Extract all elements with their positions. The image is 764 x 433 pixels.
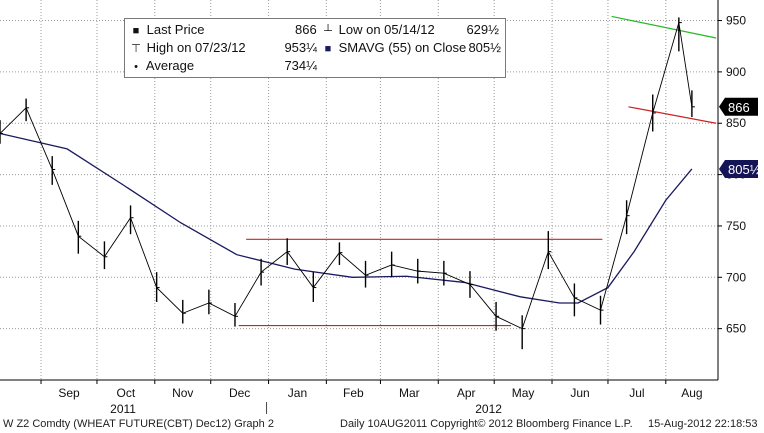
legend-smavg-value: 805½ <box>468 40 501 55</box>
legend-low-value: 629½ <box>466 22 499 37</box>
x-tick-label: Feb <box>343 386 364 400</box>
x-tick-label: Jun <box>570 386 589 400</box>
y-tick-label: 850 <box>726 116 746 130</box>
footer-timestamp: 15-Aug-2012 22:18:53 <box>648 418 758 430</box>
y-tick-label: 900 <box>726 65 746 79</box>
legend-average-label: Average <box>145 58 195 73</box>
legend-last-price-label: Last Price <box>146 22 205 37</box>
average-dot-icon: • <box>134 61 138 73</box>
x-tick-label: May <box>512 386 535 400</box>
series-line-last-price <box>0 22 693 330</box>
price-tag <box>719 97 758 116</box>
legend-last-price-value: 866 <box>295 22 317 37</box>
x-tick-label: Apr <box>457 386 476 400</box>
legend-low-label: Low on 05/14/12 <box>338 22 435 37</box>
footer-copyright: Daily 10AUG2011 Copyright© 2012 Bloomber… <box>340 418 633 430</box>
footer-security-label: W Z2 Comdty (WHEAT FUTURE(CBT) Dec12) Gr… <box>3 418 274 430</box>
x-tick-label: Aug <box>681 386 702 400</box>
y-tick-label: 750 <box>726 219 746 233</box>
low-marker-icon: ┴ <box>324 25 332 37</box>
legend-smavg-label: SMAVG (55) on Close <box>338 40 467 55</box>
smavg-square-icon: ■ <box>324 43 332 55</box>
price-tag-label: 805½ <box>728 162 761 177</box>
legend-item-low: ┴ Low on 05/14/12 <box>321 21 435 38</box>
legend-high-label: High on 07/23/12 <box>146 40 246 55</box>
x-tick-label: Nov <box>172 386 193 400</box>
legend-item-smavg: ■ SMAVG (55) on Close <box>321 39 467 56</box>
legend-high-value: 953¼ <box>284 40 317 55</box>
series-line-smavg <box>0 132 693 304</box>
x-tick-label: Dec <box>229 386 250 400</box>
y-tick-label: 650 <box>726 322 746 336</box>
x-tick-label: Jul <box>629 386 644 400</box>
last-price-square-icon: ■ <box>132 25 140 37</box>
price-tag-label: 866 <box>728 100 750 115</box>
x-tick-label: Sep <box>58 386 80 400</box>
y-tick-label: 950 <box>726 14 746 28</box>
legend-average-value: 734¼ <box>284 58 317 73</box>
price-tag <box>719 159 758 178</box>
year-label: 2011 <box>110 402 136 416</box>
year-label: 2012 <box>475 402 502 416</box>
x-tick-label: Oct <box>117 386 136 400</box>
chart-footer: W Z2 Comdty (WHEAT FUTURE(CBT) Dec12) Gr… <box>0 416 764 433</box>
legend-item-last-price: ■ Last Price <box>129 21 205 38</box>
trend-line <box>628 106 717 124</box>
x-tick-label: Jan <box>288 386 307 400</box>
trend-line <box>611 15 717 39</box>
x-tick-label: Mar <box>399 386 420 400</box>
chart-legend: ■ Last Price 866 ┴ Low on 05/14/12 629½ … <box>124 18 506 78</box>
legend-item-high: ⊤ High on 07/23/12 <box>129 39 246 56</box>
legend-item-average: • Average <box>129 57 194 74</box>
y-tick-label: 700 <box>726 270 746 284</box>
high-marker-icon: ⊤ <box>131 43 141 55</box>
